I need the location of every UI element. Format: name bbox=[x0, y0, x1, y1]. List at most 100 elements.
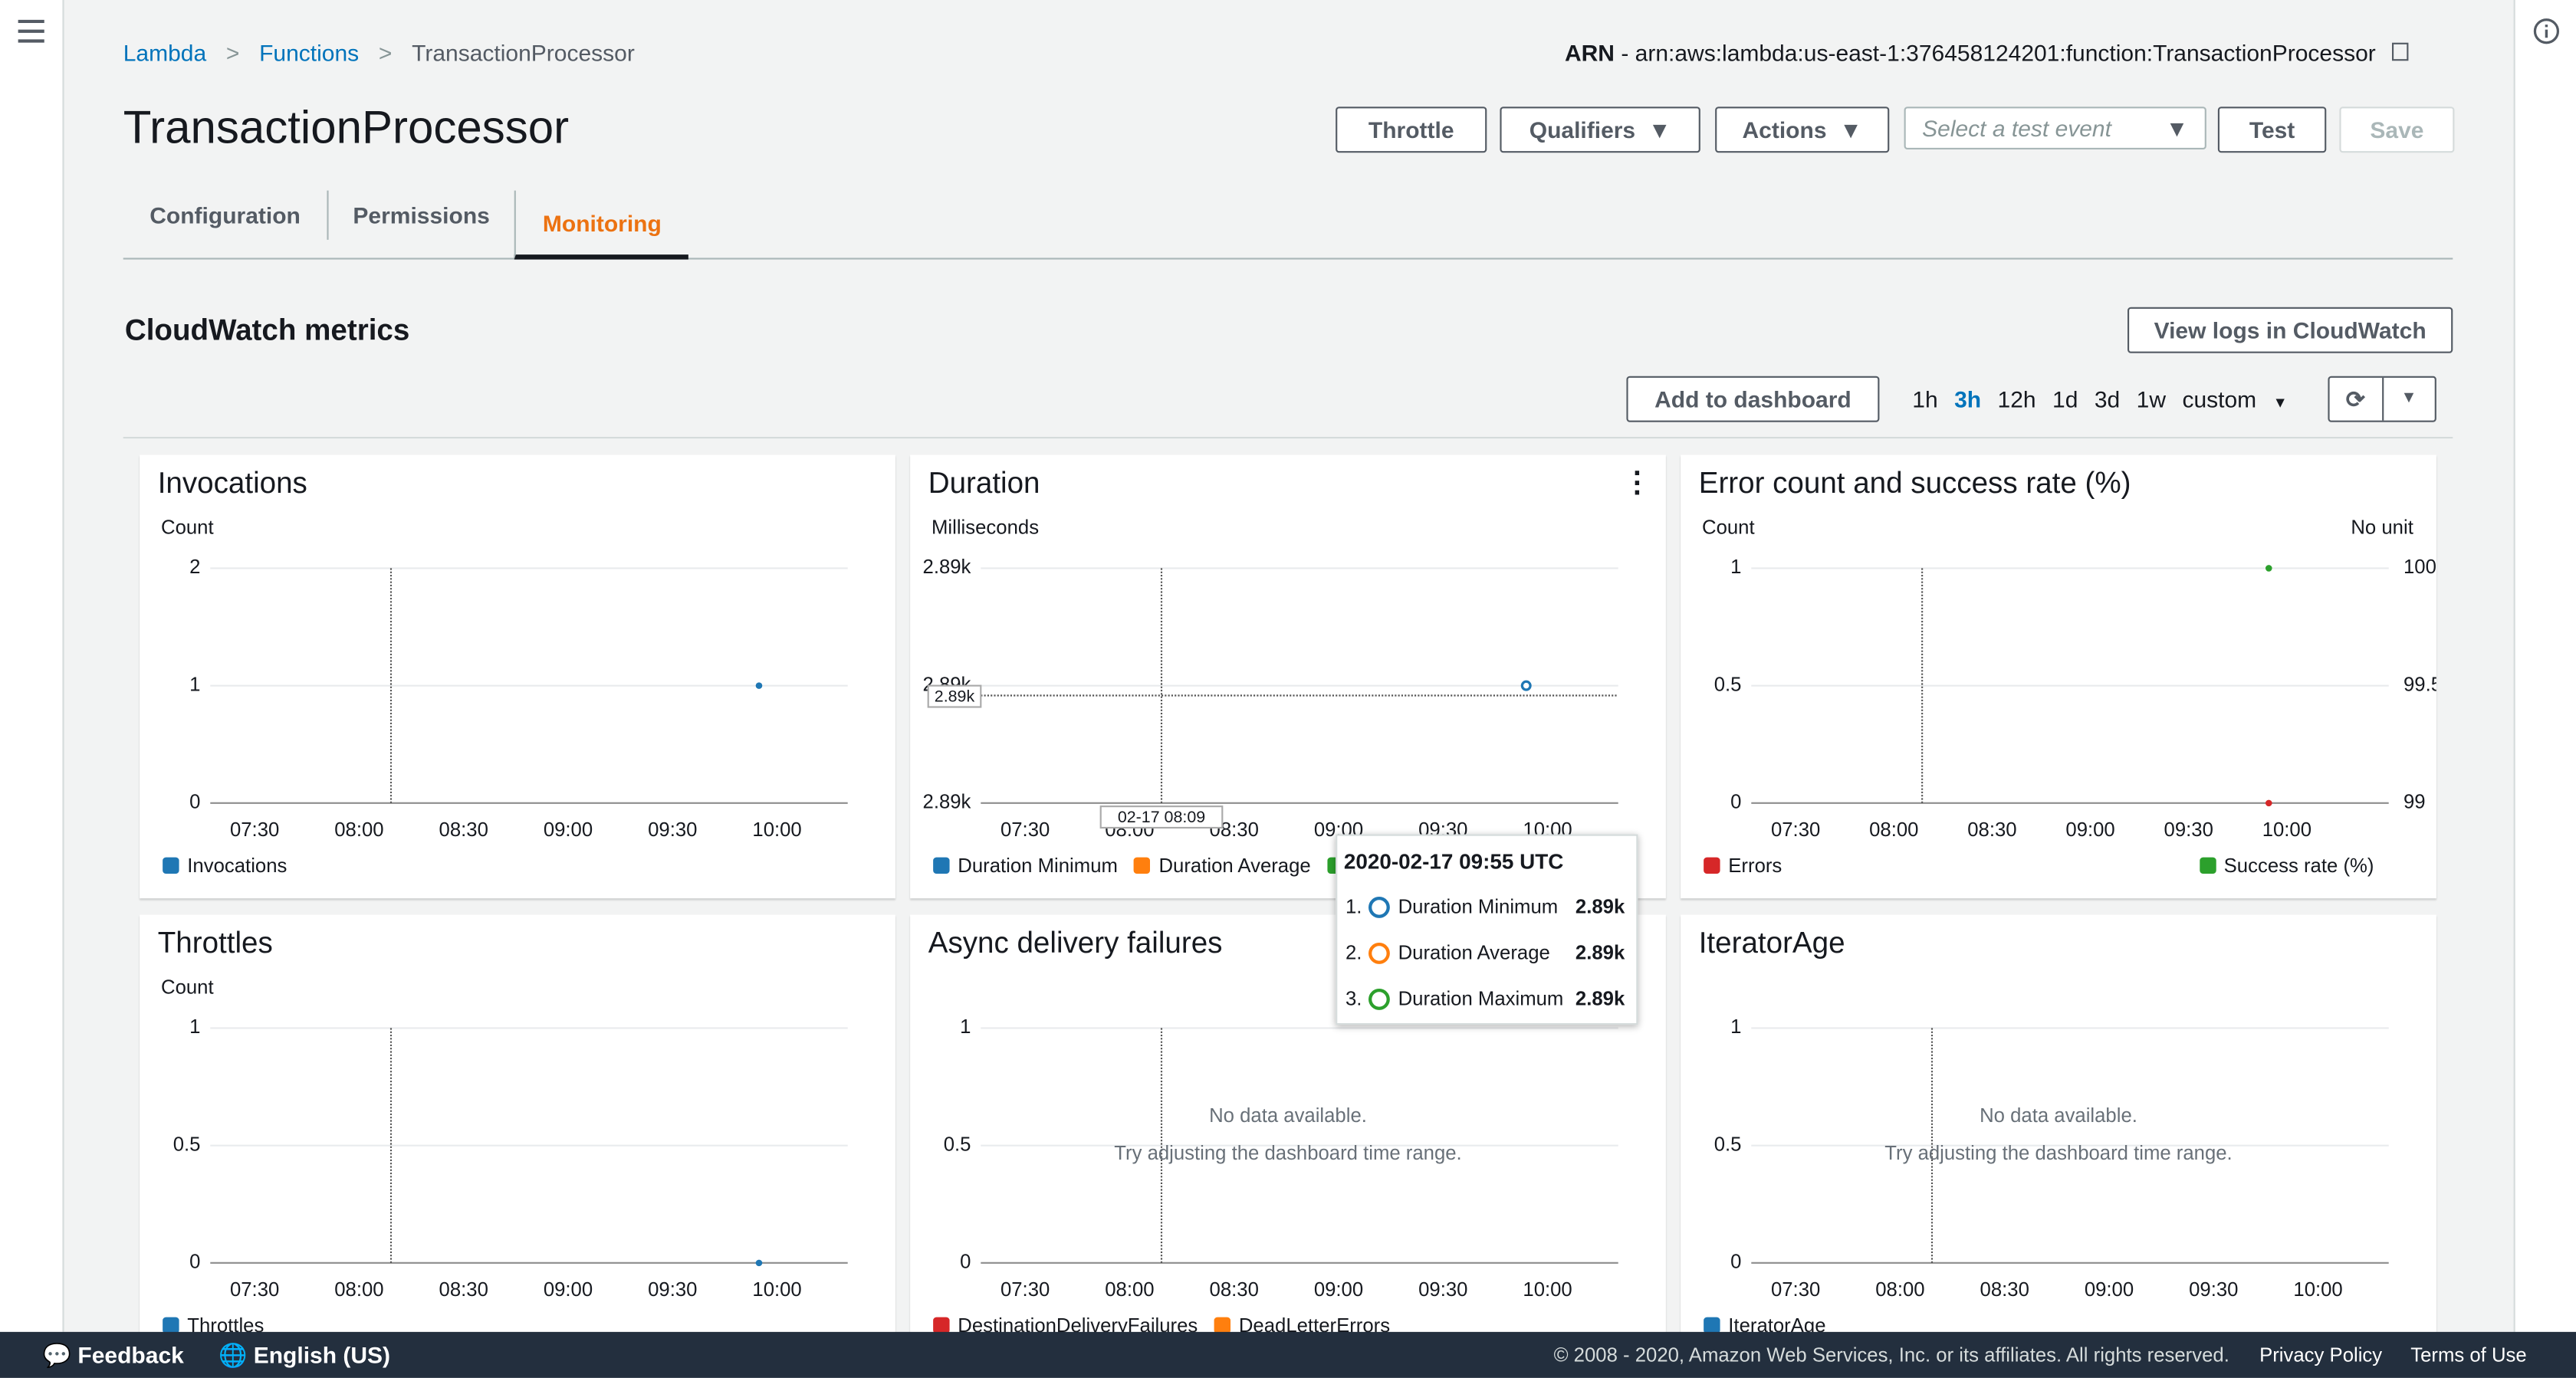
crumb: TransactionProcessor bbox=[412, 39, 635, 66]
time-range[interactable]: 1w bbox=[2136, 386, 2167, 412]
tooltip-value: 2.89k bbox=[1575, 940, 1625, 964]
x-tick-label: 09:00 bbox=[1314, 1279, 1363, 1301]
left-rail bbox=[0, 0, 64, 1332]
data-point bbox=[755, 682, 763, 689]
menu-icon[interactable] bbox=[18, 19, 44, 43]
x-tick-label: 09:00 bbox=[544, 819, 593, 841]
y-tick-label: 0 bbox=[189, 792, 200, 813]
footer-link[interactable]: Privacy Policy bbox=[2259, 1343, 2383, 1367]
x-tick-label: 08:30 bbox=[439, 819, 488, 841]
button[interactable]: Test bbox=[2217, 107, 2327, 153]
x-tick-label: 08:00 bbox=[1105, 1279, 1154, 1301]
legend-label: Errors bbox=[1728, 854, 1783, 878]
button[interactable]: View logs in CloudWatch bbox=[2128, 307, 2453, 353]
legend-swatch bbox=[1704, 1317, 1720, 1334]
time-range[interactable]: custom bbox=[2182, 386, 2257, 412]
x-tick-label: 09:30 bbox=[2189, 1279, 2238, 1301]
no-data-message: Try adjusting the dashboard time range. bbox=[1114, 1143, 1461, 1164]
no-data-message: No data available. bbox=[1209, 1105, 1367, 1127]
time-range[interactable]: 3d bbox=[2094, 386, 2121, 412]
time-range[interactable]: 1d bbox=[2052, 386, 2078, 412]
legend-item: Duration Average bbox=[1134, 854, 1311, 878]
button[interactable]: Add to dashboard bbox=[1626, 376, 1880, 422]
crumb[interactable]: Functions bbox=[259, 39, 360, 66]
panel-title: IteratorAge bbox=[1698, 926, 1845, 960]
tab[interactable]: Permissions bbox=[327, 190, 514, 240]
time-range[interactable]: 1h bbox=[1912, 386, 1938, 412]
footer-link[interactable]: Terms of Use bbox=[2410, 1343, 2527, 1367]
legend-swatch bbox=[1214, 1317, 1231, 1334]
x-tick-label: 09:00 bbox=[2085, 1279, 2134, 1301]
tab[interactable]: Monitoring bbox=[514, 190, 688, 260]
data-point bbox=[2266, 565, 2272, 572]
x-tick-label: 09:00 bbox=[544, 1279, 593, 1301]
metric-panel: Duration Milliseconds · · · 2.89k 2.89k 2.89k 07… bbox=[910, 454, 1666, 899]
tooltip: 2020-02-17 09:55 UTC 1. Duration Minimum 2.… bbox=[1336, 834, 1638, 1025]
x-tick-label: 09:30 bbox=[1418, 1279, 1467, 1301]
section-title: CloudWatch metrics bbox=[124, 313, 410, 347]
feedback[interactable]: 💬 Feedback bbox=[42, 1341, 184, 1368]
x-tick-label: 08:00 bbox=[334, 819, 383, 841]
copy-icon[interactable] bbox=[2392, 42, 2409, 61]
x-tick-label: 07:30 bbox=[1771, 819, 1820, 841]
metric-panel: Invocations Count 0 1 2 07:30 08:00 08:30 09:00 0… bbox=[140, 454, 895, 899]
divider bbox=[123, 437, 2453, 439]
tooltip-row: 2. Duration Average 2.89k bbox=[1346, 940, 1625, 964]
crumb[interactable]: Lambda bbox=[123, 39, 207, 66]
page-title: TransactionProcessor bbox=[123, 101, 570, 153]
x-tick-label: 08:30 bbox=[1980, 1279, 2029, 1301]
crosshair-x-label: 02-17 08:09 bbox=[1118, 808, 1205, 826]
legend-item: Errors bbox=[1704, 854, 1782, 877]
button[interactable]: Throttle bbox=[1336, 107, 1487, 153]
y-tick-label: 1 bbox=[189, 674, 200, 695]
x-tick-label: 10:00 bbox=[2262, 819, 2312, 841]
chart: 0 1 2 07:30 08:00 08:30 09:00 09:30 10:00 bbox=[189, 556, 848, 841]
time-range[interactable]: 3h bbox=[1954, 386, 1982, 412]
button[interactable]: Qualifiers ▼ bbox=[1500, 107, 1700, 153]
breadcrumb: Lambda > Functions > TransactionProcessor bbox=[123, 39, 635, 66]
tooltip-value: 2.89k bbox=[1575, 986, 1625, 1010]
legend-swatch bbox=[933, 1317, 950, 1334]
y2-tick-label: 99 bbox=[2404, 792, 2426, 813]
legend-item: Invocations bbox=[163, 854, 287, 877]
refresh-button[interactable]: ⟳ ▼ bbox=[2328, 376, 2436, 422]
legend-swatch bbox=[933, 857, 950, 874]
crosshair-label-box bbox=[1099, 805, 1224, 829]
legend-label: Duration Average bbox=[1158, 854, 1311, 878]
language-label: English (US) bbox=[253, 1341, 391, 1368]
copyright: © 2008 - 2020, Amazon Web Services, Inc.… bbox=[1553, 1343, 2229, 1367]
y-tick-label: 0.5 bbox=[173, 1134, 201, 1155]
y2-tick-label: 100 bbox=[2404, 556, 2436, 578]
legend-swatch bbox=[163, 1317, 179, 1334]
x-tick-label: 08:30 bbox=[439, 1279, 488, 1301]
x-tick-label: 09:30 bbox=[648, 819, 697, 841]
panel-title: Throttles bbox=[157, 926, 273, 960]
no-data-message: Try adjusting the dashboard time range. bbox=[1884, 1143, 2232, 1164]
tab[interactable]: Configuration bbox=[150, 202, 301, 228]
test-event-select[interactable]: Select a test event ▼ bbox=[1904, 107, 2206, 149]
legend-item: Duration Minimum bbox=[933, 854, 1118, 877]
arn: ARN - arn:aws:lambda:us-east-1:376458124… bbox=[1565, 39, 2409, 66]
language[interactable]: 🌐 English (US) bbox=[219, 1341, 391, 1368]
tooltip-name: Duration Average bbox=[1398, 940, 1550, 964]
time-range[interactable]: 12h bbox=[1997, 386, 2036, 412]
panel-title: Error count and success rate (%) bbox=[1698, 466, 2131, 500]
footer: 💬 Feedback 🌐 English (US) © 2008 - 2020,… bbox=[0, 1331, 2576, 1378]
panel-title: Duration bbox=[928, 466, 1040, 500]
x-tick-label: 09:00 bbox=[2065, 819, 2114, 841]
legend-swatch bbox=[2199, 857, 2216, 874]
button[interactable]: Actions ▼ bbox=[1715, 107, 1890, 153]
tooltip-name: Duration Minimum bbox=[1398, 894, 1559, 918]
unit-label: Count bbox=[1702, 515, 1755, 539]
y-tick-label: 2 bbox=[189, 556, 200, 578]
unit-label: Milliseconds bbox=[932, 515, 1040, 539]
chart: 0 0.5 1 07:30 08:00 08:30 09:00 09:30 10:00 No da… bbox=[944, 1016, 1618, 1301]
crosshair-y-label: 2.89k bbox=[935, 687, 975, 705]
info-icon[interactable] bbox=[2533, 18, 2560, 44]
crosshair-label-box bbox=[927, 684, 982, 708]
no-data-message: No data available. bbox=[1980, 1105, 2137, 1127]
y-tick-label: 0.5 bbox=[1714, 1134, 1742, 1155]
data-point bbox=[755, 1259, 763, 1267]
